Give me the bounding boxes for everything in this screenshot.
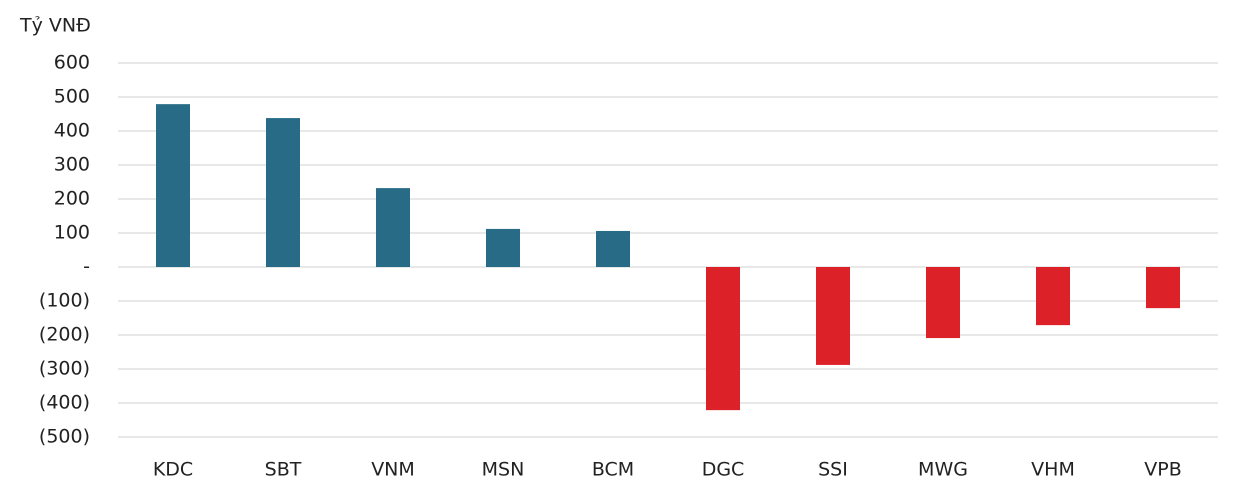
x-tick-label: SSI [818, 459, 848, 481]
y-tick-label: 100 [54, 222, 90, 244]
bar [266, 118, 300, 267]
x-tick-label: BCM [592, 459, 634, 481]
y-tick-label: (200) [39, 324, 90, 346]
x-tick-label: MSN [482, 459, 525, 481]
bar [926, 267, 960, 339]
y-tick-label: 200 [54, 188, 90, 210]
bar [156, 104, 190, 267]
bar [596, 230, 630, 267]
y-tick-label: (400) [39, 392, 90, 414]
bar [1146, 267, 1180, 309]
y-tick-label: 300 [54, 154, 90, 176]
bar [486, 228, 520, 267]
x-tick-label: VPB [1144, 459, 1182, 481]
x-tick-label: KDC [153, 459, 193, 481]
y-axis-label: Tỷ VNĐ [19, 15, 91, 37]
x-tick-label: VNM [371, 459, 415, 481]
x-tick-label: MWG [918, 459, 968, 481]
y-tick-label: 400 [54, 120, 90, 142]
bar [1036, 267, 1070, 326]
x-tick-label: SBT [265, 459, 302, 481]
bar [706, 267, 740, 411]
x-tick-label: DGC [702, 459, 745, 481]
y-tick-label: - [83, 256, 90, 278]
y-tick-label: (100) [39, 290, 90, 312]
y-tick-label: 600 [54, 52, 90, 74]
bar [376, 188, 410, 267]
y-tick-label: 500 [54, 86, 90, 108]
y-tick-label: (300) [39, 358, 90, 380]
y-tick-label: (500) [39, 426, 90, 448]
x-tick-label: VHM [1031, 459, 1075, 481]
bar [816, 267, 850, 365]
